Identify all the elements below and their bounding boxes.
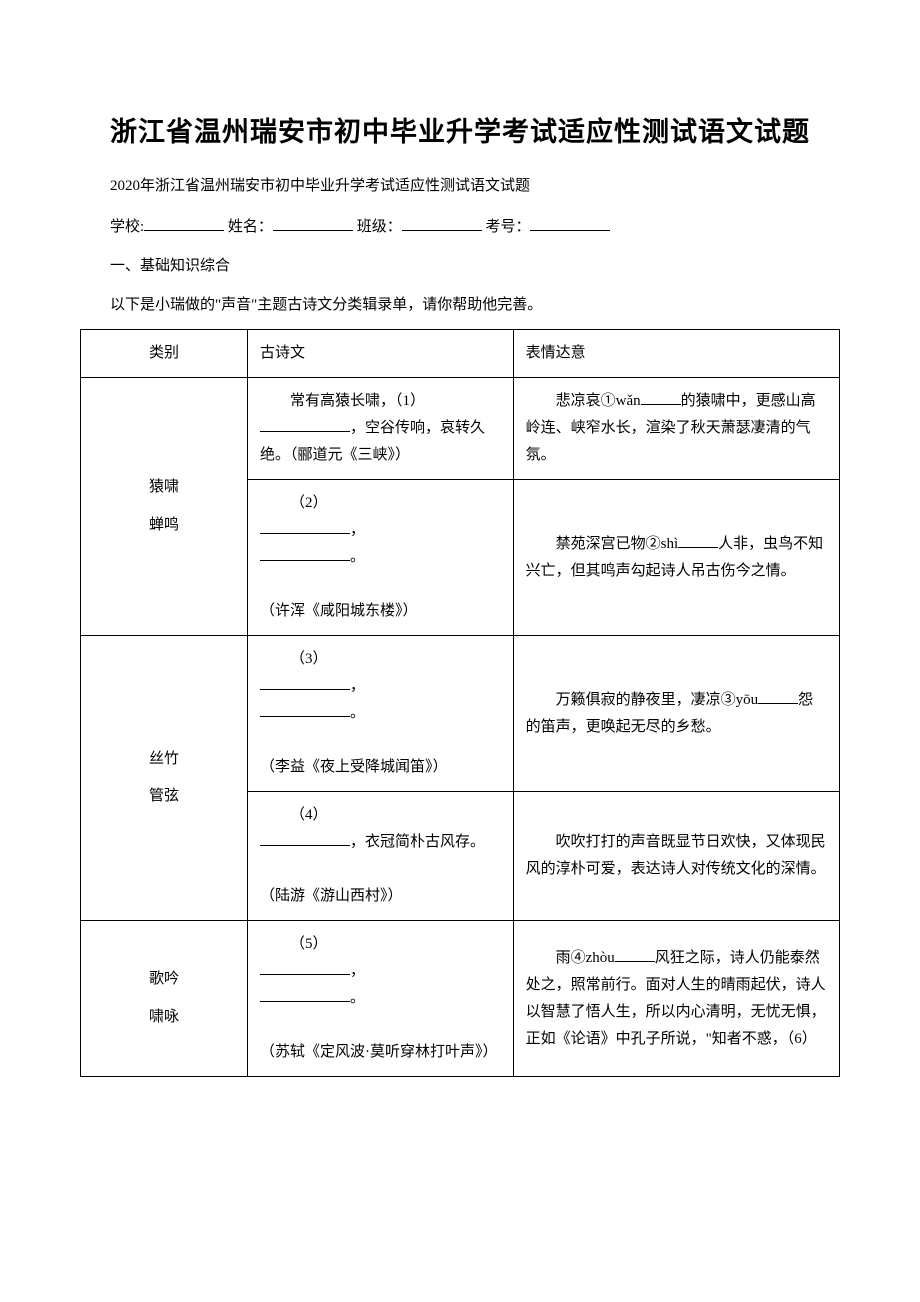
meaning-cell: 雨④zhòu风狂之际，诗人仍能泰然处之，照常前行。面对人生的晴雨起伏，诗人以智慧…: [513, 921, 839, 1077]
fill-blank: [641, 389, 681, 405]
name-blank: [273, 213, 353, 231]
category-line: 蝉鸣: [93, 507, 235, 545]
poem-cell: （5） ， 。 （苏轼《定风波·莫听穿林打叶声》）: [247, 921, 513, 1077]
poem-text: ，衣冠简朴古风存。: [350, 834, 485, 850]
category-line: 啸咏: [93, 999, 235, 1037]
fill-blank: [260, 545, 350, 561]
category-cell: 猿啸 蝉鸣: [81, 378, 248, 636]
class-label: 班级：: [357, 219, 402, 235]
category-line: 丝竹: [93, 741, 235, 779]
poem-label: （2）: [290, 495, 328, 511]
fill-blank: [678, 532, 718, 548]
meaning-text: 万籁俱寂的静夜里，凄凉③yōu: [556, 692, 759, 708]
fill-blank: [260, 701, 350, 717]
poem-cell: （3） ， 。 （李益《夜上受降城闻笛》）: [247, 636, 513, 792]
poem-label: （3）: [290, 651, 328, 667]
header-poem: 古诗文: [247, 330, 513, 378]
fill-blank: [260, 986, 350, 1002]
examno-blank: [530, 213, 610, 231]
section-header: 一、基础知识综合: [80, 254, 840, 275]
fill-blank: [260, 830, 350, 846]
poem-source: （李益《夜上受降城闻笛》）: [260, 759, 448, 775]
fill-blank: [615, 946, 655, 962]
subtitle: 2020年浙江省温州瑞安市初中毕业升学考试适应性测试语文试题: [80, 174, 840, 195]
form-line: 学校: 姓名： 班级： 考号：: [80, 213, 840, 236]
school-blank: [144, 213, 224, 231]
page-title: 浙江省温州瑞安市初中毕业升学考试适应性测试语文试题: [80, 110, 840, 149]
poem-text: 常有高猿长啸，（1）: [290, 393, 425, 409]
meaning-cell: 禁苑深宫已物②shì人非，虫鸟不知兴亡，但其鸣声勾起诗人吊古伤今之情。: [513, 480, 839, 636]
fill-blank: [260, 959, 350, 975]
poem-cell: （2） ， 。 （许浑《咸阳城东楼》）: [247, 480, 513, 636]
intro-text: 以下是小瑞做的"声音"主题古诗文分类辑录单，请你帮助他完善。: [80, 293, 840, 314]
poem-label: （5）: [290, 936, 328, 952]
poem-source: （陆游《游山西村》）: [260, 888, 403, 904]
school-label: 学校:: [110, 219, 144, 235]
fill-blank: [260, 674, 350, 690]
class-blank: [402, 213, 482, 231]
meaning-cell: 吹吹打打的声音既显节日欢快，又体现民风的淳朴可爱，表达诗人对传统文化的深情。: [513, 792, 839, 921]
poem-source: （苏轼《定风波·莫听穿林打叶声》）: [260, 1044, 498, 1060]
name-label: 姓名：: [228, 219, 273, 235]
poem-source: （许浑《咸阳城东楼》）: [260, 603, 418, 619]
poem-cell: 常有高猿长啸，（1），空谷传响，哀转久绝。（郦道元《三峡》）: [247, 378, 513, 480]
category-line: 猿啸: [93, 469, 235, 507]
poem-cell: （4） ，衣冠简朴古风存。 （陆游《游山西村》）: [247, 792, 513, 921]
fill-blank: [260, 416, 350, 432]
category-line: 歌吟: [93, 961, 235, 999]
header-meaning: 表情达意: [513, 330, 839, 378]
meaning-text: 吹吹打打的声音既显节日欢快，又体现民风的淳朴可爱，表达诗人对传统文化的深情。: [526, 834, 826, 877]
meaning-text: 禁苑深宫已物②shì: [556, 536, 679, 552]
category-cell: 歌吟 啸咏: [81, 921, 248, 1077]
table-row: 歌吟 啸咏 （5） ， 。 （苏轼《定风波·莫听穿林打叶声》） 雨④zhòu风狂…: [81, 921, 840, 1077]
category-line: 管弦: [93, 778, 235, 816]
fill-blank: [758, 688, 798, 704]
poem-label: （4）: [290, 807, 328, 823]
examno-label: 考号：: [485, 219, 530, 235]
fill-blank: [260, 518, 350, 534]
meaning-text: 悲凉哀①wǎn: [556, 393, 641, 409]
meaning-cell: 悲凉哀①wǎn的猿啸中，更感山高岭连、峡窄水长，渲染了秋天萧瑟凄清的气氛。: [513, 378, 839, 480]
meaning-cell: 万籁俱寂的静夜里，凄凉③yōu怨的笛声，更唤起无尽的乡愁。: [513, 636, 839, 792]
classification-table: 类别 古诗文 表情达意 猿啸 蝉鸣 常有高猿长啸，（1），空谷传响，哀转久绝。（…: [80, 329, 840, 1077]
table-row: 丝竹 管弦 （3） ， 。 （李益《夜上受降城闻笛》） 万籁俱寂的静夜里，凄凉③…: [81, 636, 840, 792]
table-header-row: 类别 古诗文 表情达意: [81, 330, 840, 378]
meaning-text: 雨④zhòu: [556, 950, 615, 966]
category-cell: 丝竹 管弦: [81, 636, 248, 921]
header-category: 类别: [81, 330, 248, 378]
table-row: 猿啸 蝉鸣 常有高猿长啸，（1），空谷传响，哀转久绝。（郦道元《三峡》） 悲凉哀…: [81, 378, 840, 480]
